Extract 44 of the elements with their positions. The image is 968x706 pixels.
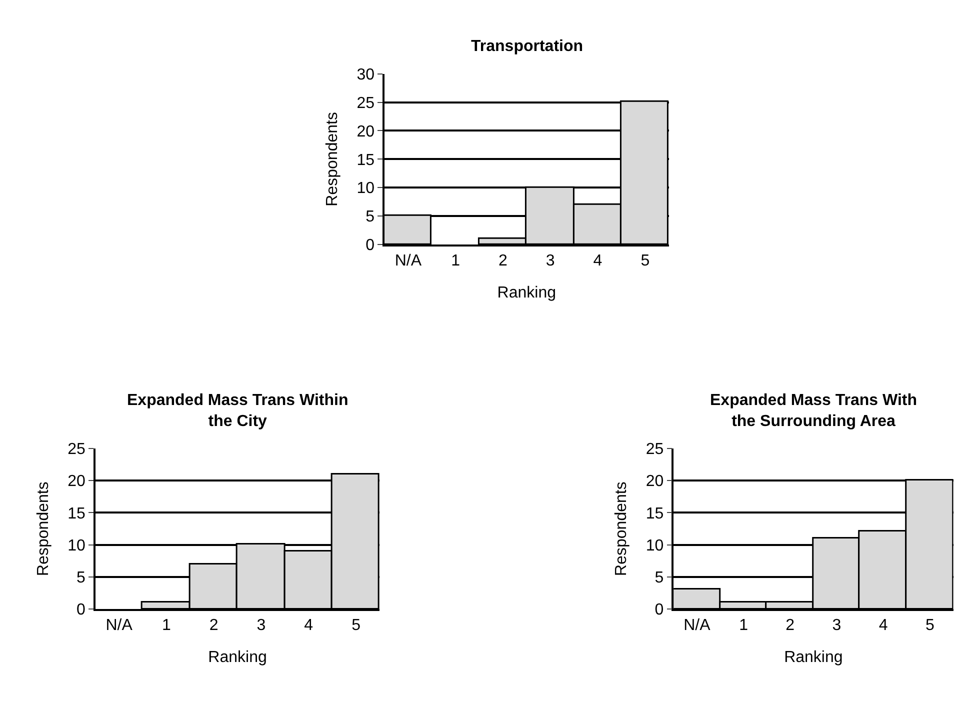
- x-tick-label: 2: [209, 617, 218, 634]
- y-tick-label: 20: [68, 473, 86, 490]
- y-tick-label: 30: [356, 66, 375, 84]
- y-tick-label: 15: [646, 505, 664, 522]
- x-tick-label: 4: [593, 252, 602, 270]
- y-tick-label: 20: [646, 473, 664, 490]
- y-tick-label: 0: [76, 602, 86, 619]
- y-tick-label: 10: [646, 537, 664, 554]
- y-tick-label: 15: [68, 505, 86, 522]
- y-tick-label: 10: [68, 537, 86, 554]
- x-tick-label: 4: [878, 617, 888, 634]
- y-tick-label: 5: [366, 208, 375, 226]
- x-axis-title: Ranking: [208, 649, 267, 666]
- x-axis-title: Ranking: [497, 284, 556, 302]
- y-axis-title: Respondents: [613, 482, 630, 576]
- y-axis-title: Respondents: [324, 112, 342, 206]
- y-tick-label: 25: [356, 94, 375, 112]
- y-tick-label: 15: [356, 152, 375, 169]
- x-tick-label: 1: [739, 617, 748, 634]
- y-tick-label: 5: [654, 570, 664, 587]
- y-axis-title: Respondents: [34, 482, 52, 576]
- x-axis-title: Ranking: [784, 649, 843, 666]
- y-tick-label: 0: [366, 237, 375, 254]
- y-tick-label: 20: [356, 123, 375, 140]
- chart-title: Transportation: [471, 38, 584, 55]
- x-tick-label: 3: [546, 252, 555, 270]
- y-tick-label: 10: [356, 180, 375, 198]
- x-tick-label: 2: [786, 617, 795, 634]
- x-tick-label: N/A: [684, 617, 711, 634]
- chart-title: Expanded Mass Trans With the Surrounding Area: [710, 392, 918, 430]
- x-tick-label: N/A: [106, 617, 133, 634]
- x-tick-label: 3: [256, 617, 266, 634]
- x-tick-label: 2: [498, 252, 508, 270]
- x-tick-label: 1: [451, 252, 460, 270]
- y-tick-label: 25: [68, 441, 86, 458]
- x-tick-label: 1: [162, 617, 171, 634]
- x-tick-label: 4: [304, 617, 314, 634]
- x-tick-label: N/A: [394, 252, 422, 270]
- y-tick-label: 25: [646, 441, 664, 458]
- chart-title: Expanded Mass Trans Within the City: [127, 392, 348, 430]
- x-tick-label: 3: [832, 617, 842, 634]
- y-tick-label: 5: [76, 570, 86, 587]
- y-tick-label: 0: [654, 602, 664, 619]
- x-tick-label: 5: [926, 617, 935, 634]
